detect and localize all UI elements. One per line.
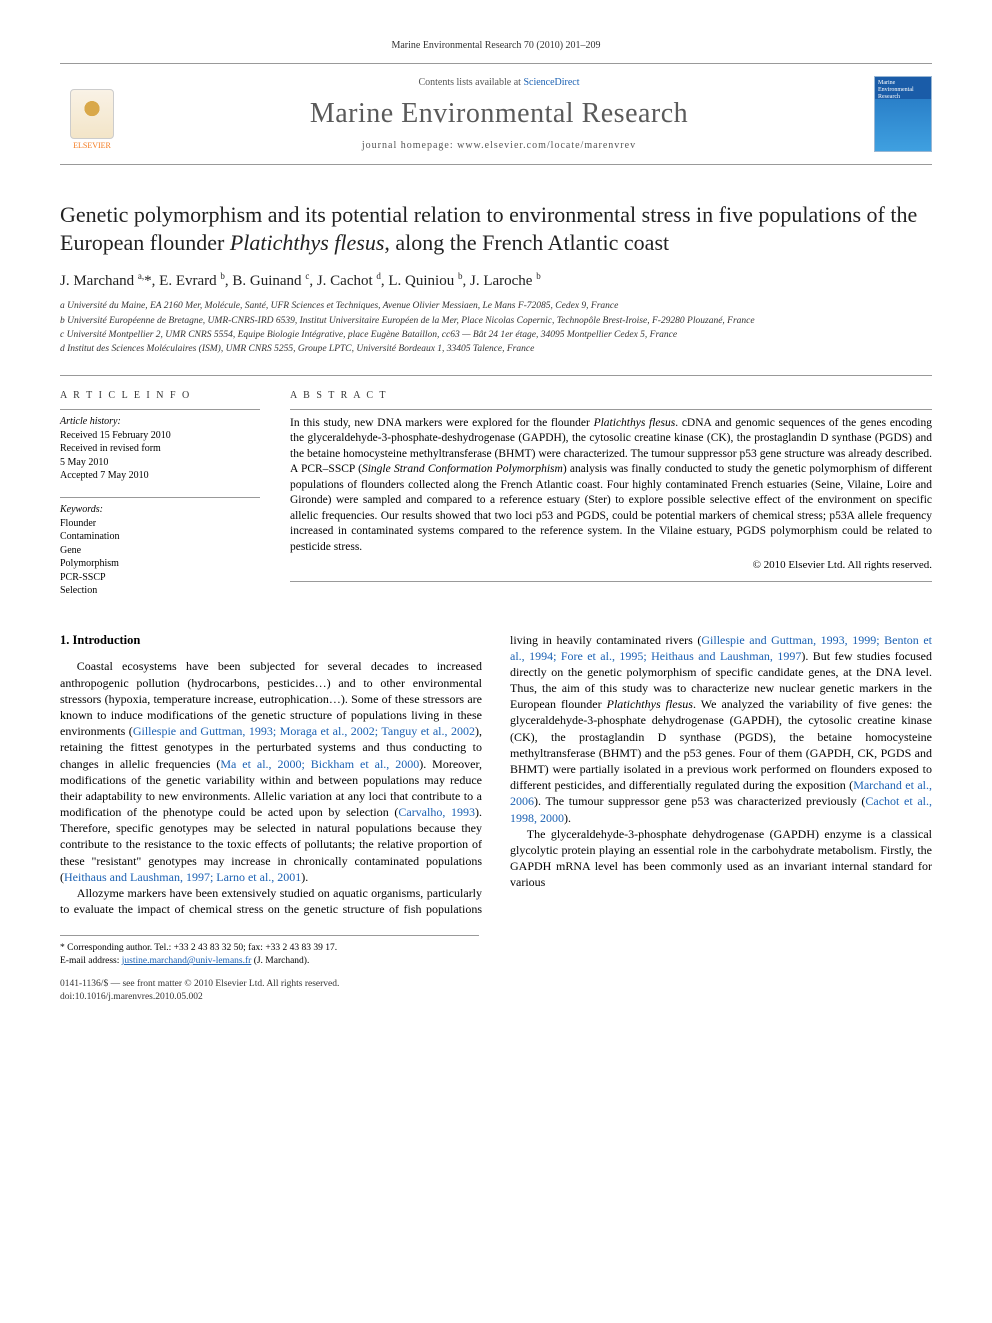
keyword: PCR-SSCP (60, 571, 260, 585)
section-heading-intro: 1. Introduction (60, 632, 482, 649)
abstract-text: In this study, new DNA markers were expl… (290, 416, 932, 556)
abstract-heading: A B S T R A C T (290, 390, 932, 401)
body-columns: 1. Introduction Coastal ecosystems have … (60, 632, 932, 918)
footer-meta: 0141-1136/$ — see front matter © 2010 El… (60, 978, 932, 1004)
publisher-name: ELSEVIER (73, 141, 111, 150)
history-line: Received in revised form (60, 442, 260, 456)
journal-header: ELSEVIER Contents lists available at Sci… (60, 63, 932, 165)
body-paragraph: Coastal ecosystems have been subjected f… (60, 658, 482, 885)
history-line: Accepted 7 May 2010 (60, 469, 260, 483)
email-suffix: (J. Marchand). (251, 956, 309, 966)
email-label: E-mail address: (60, 956, 122, 966)
affiliation: a Université du Maine, EA 2160 Mer, Molé… (60, 300, 932, 313)
corr-author-line: * Corresponding author. Tel.: +33 2 43 8… (60, 942, 479, 955)
article-info-block: A R T I C L E I N F O Article history: R… (60, 390, 260, 598)
affiliation: b Université Européenne de Bretagne, UMR… (60, 315, 932, 328)
contents-prefix: Contents lists available at (418, 77, 523, 88)
divider (60, 497, 260, 498)
history-line: Received 15 February 2010 (60, 429, 260, 443)
affiliations: a Université du Maine, EA 2160 Mer, Molé… (60, 300, 932, 356)
keyword: Polymorphism (60, 557, 260, 571)
corr-email-link[interactable]: justine.marchand@univ-lemans.fr (122, 956, 252, 966)
affiliation: c Université Montpellier 2, UMR CNRS 555… (60, 329, 932, 342)
body-paragraph: The glyceraldehyde-3-phosphate dehydroge… (510, 826, 932, 891)
authors-line: J. Marchand a,*, E. Evrard b, B. Guinand… (60, 271, 932, 290)
history-label: Article history: (60, 416, 260, 427)
journal-name: Marine Environmental Research (136, 98, 862, 130)
history-line: 5 May 2010 (60, 456, 260, 470)
keyword: Selection (60, 584, 260, 598)
keyword: Contamination (60, 530, 260, 544)
keywords-label: Keywords: (60, 504, 260, 515)
abstract-copyright: © 2010 Elsevier Ltd. All rights reserved… (290, 559, 932, 571)
journal-homepage-line: journal homepage: www.elsevier.com/locat… (136, 140, 862, 151)
homepage-url[interactable]: www.elsevier.com/locate/marenvrev (457, 140, 636, 151)
article-title: Genetic polymorphism and its potential r… (60, 201, 932, 257)
keyword: Flounder (60, 517, 260, 531)
doi-line: doi:10.1016/j.marenvres.2010.05.002 (60, 991, 932, 1004)
homepage-prefix: journal homepage: (362, 140, 457, 151)
keyword: Gene (60, 544, 260, 558)
article-info-heading: A R T I C L E I N F O (60, 390, 260, 401)
divider (290, 581, 932, 582)
affiliation: d Institut des Sciences Moléculaires (IS… (60, 343, 932, 356)
contents-available-line: Contents lists available at ScienceDirec… (136, 77, 862, 88)
divider (290, 409, 932, 410)
running-head: Marine Environmental Research 70 (2010) … (60, 40, 932, 51)
divider (60, 409, 260, 410)
issn-copyright-line: 0141-1136/$ — see front matter © 2010 El… (60, 978, 932, 991)
abstract-block: A B S T R A C T In this study, new DNA m… (290, 390, 932, 598)
corresponding-author-footnote: * Corresponding author. Tel.: +33 2 43 8… (60, 935, 479, 968)
journal-cover-thumbnail: Marine Environmental Research (874, 76, 932, 152)
sciencedirect-link[interactable]: ScienceDirect (523, 77, 579, 88)
elsevier-logo-icon: ELSEVIER (60, 78, 124, 150)
